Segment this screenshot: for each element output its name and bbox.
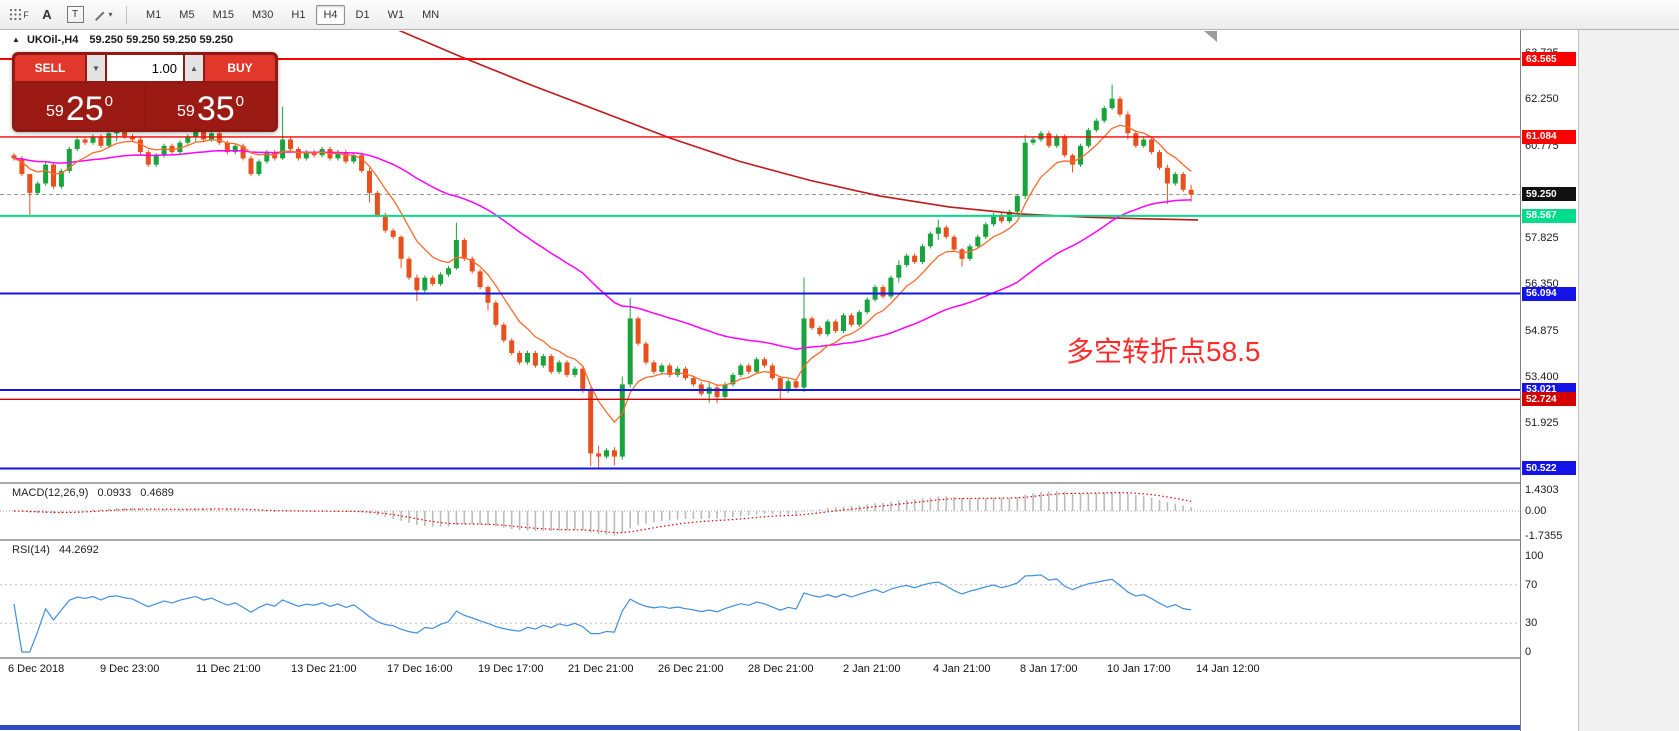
time-axis-label: 6 Dec 2018 <box>8 663 65 675</box>
timeframe-m5[interactable]: M5 <box>179 8 195 21</box>
chart-shift-marker-icon[interactable] <box>1204 31 1217 42</box>
timeframe-m30[interactable]: M30 <box>251 8 274 21</box>
panel-separator[interactable] <box>0 657 1577 659</box>
timeframe-h1[interactable]: H1 <box>291 8 306 21</box>
time-axis-label: 8 Jan 17:00 <box>1020 663 1078 675</box>
price-axis-label: 51.925 <box>1525 417 1559 430</box>
rsi-header: RSI(14) 44.2692 <box>12 544 105 556</box>
sell-button[interactable]: SELL <box>15 55 85 81</box>
volume-input[interactable] <box>107 55 183 81</box>
rsi-axis-label: 100 <box>1525 550 1544 562</box>
time-axis-label: 11 Dec 21:00 <box>196 663 261 675</box>
price-axis-label: 54.875 <box>1525 324 1559 337</box>
price-level-badge: 63.565 <box>1522 52 1576 67</box>
chart-symbol-period: UKOil-,H4 <box>26 34 79 46</box>
chart-annotation: 多空转折点58.5 <box>1066 336 1261 367</box>
chevron-down-icon: ▾ <box>108 10 113 19</box>
time-axis-label: 28 Dec 21:00 <box>748 663 814 675</box>
price-level-badge: 61.084 <box>1522 129 1576 144</box>
macd-main-value: 0.0933 <box>97 487 132 499</box>
price-level-badge: 52.724 <box>1522 392 1576 407</box>
price-level-badge: 50.522 <box>1522 461 1576 476</box>
chart-title-bar: ▲ UKOil-,H4 59.250 59.250 59.250 59.250 <box>12 34 233 46</box>
timeframe-mn[interactable]: MN <box>422 8 440 21</box>
time-axis-label: 9 Dec 23:00 <box>100 663 160 675</box>
chart-ohlc-values: 59.250 59.250 59.250 59.250 <box>89 34 234 46</box>
rsi-value: 44.2692 <box>58 544 99 556</box>
time-axis-label: 4 Jan 21:00 <box>933 663 991 675</box>
volume-decrease-button[interactable]: ▼ <box>87 55 105 81</box>
panel-separator[interactable] <box>0 482 1577 484</box>
time-axis-label: 17 Dec 16:00 <box>387 663 453 675</box>
time-axis[interactable]: 6 Dec 2018 9 Dec 23:00 11 Dec 21:00 13 Dec … <box>0 659 1520 725</box>
panel-separator[interactable] <box>0 539 1577 541</box>
timeframe-m15[interactable]: M15 <box>212 8 234 21</box>
rsi-axis-label: 70 <box>1525 578 1538 591</box>
sell-price-display[interactable]: 59 25 0 <box>15 83 144 129</box>
rsi-title: RSI(14) <box>12 544 50 556</box>
macd-axis-label: 1.4303 <box>1525 484 1559 497</box>
macd-axis-label: 0.00 <box>1525 505 1547 517</box>
timeframe-bar: M1 M5 M15 M30 H1 H4 D1 W1 MN <box>137 4 448 25</box>
rsi-axis-label: 0 <box>1525 646 1532 658</box>
draw-tool-icon[interactable]: ▾ <box>90 4 116 26</box>
time-axis-label: 21 Dec 21:00 <box>568 663 634 675</box>
time-axis-label: 10 Jan 17:00 <box>1107 663 1171 675</box>
macd-title: MACD(12,26,9) <box>12 487 89 499</box>
macd-header: MACD(12,26,9) 0.0933 0.4689 <box>12 487 180 499</box>
price-axis-label: 53.400 <box>1525 371 1559 384</box>
current-price-badge: 59.250 <box>1522 187 1576 202</box>
price-axis-label: 57.825 <box>1525 232 1559 245</box>
chart-canvas[interactable] <box>0 0 1520 731</box>
price-level-badge: 56.094 <box>1522 286 1576 301</box>
instrument-marker-icon: ▲ <box>12 35 20 44</box>
volume-increase-button[interactable]: ▲ <box>185 55 203 81</box>
timeframe-m1[interactable]: M1 <box>146 8 162 21</box>
timeframe-w1[interactable]: W1 <box>387 8 405 21</box>
price-axis[interactable]: 63.72562.25060.77559.30057.82556.35054.8… <box>1520 30 1578 731</box>
time-axis-label: 13 Dec 21:00 <box>291 663 357 675</box>
window-bottom-bar <box>0 725 1520 730</box>
rsi-axis-label: 30 <box>1525 617 1538 630</box>
macd-axis-label: -1.7355 <box>1525 530 1563 543</box>
toolbar: F A T ▾ M1 M5 M15 M30 H1 H4 D1 W1 MN <box>0 0 1679 30</box>
timeframe-h4[interactable]: H4 <box>316 4 345 25</box>
dots-grid-glyph <box>10 8 22 21</box>
time-axis-label: 26 Dec 21:00 <box>658 663 724 675</box>
price-level-badge: 58.567 <box>1522 208 1576 223</box>
buy-button[interactable]: BUY <box>205 55 275 81</box>
time-axis-label: 19 Dec 17:00 <box>478 663 544 675</box>
pen-icon <box>95 11 105 21</box>
time-axis-label: 2 Jan 21:00 <box>843 663 901 675</box>
f-label: F <box>23 9 29 20</box>
toolbar-separator <box>126 5 127 24</box>
dots-grid-icon[interactable]: F <box>6 4 32 26</box>
macd-signal-value: 0.4689 <box>140 487 174 499</box>
time-axis-label: 14 Jan 12:00 <box>1196 663 1260 675</box>
timeframe-d1[interactable]: D1 <box>355 8 370 21</box>
text-label-icon[interactable]: T <box>62 4 88 26</box>
buy-price-display[interactable]: 59 35 0 <box>146 83 275 129</box>
insert-text-icon[interactable]: A <box>42 7 52 22</box>
one-click-trading-panel: SELL ▼ ▲ BUY 59 25 0 59 35 0 <box>12 52 278 132</box>
price-axis-label: 62.250 <box>1525 93 1559 106</box>
right-gutter <box>1578 30 1679 731</box>
